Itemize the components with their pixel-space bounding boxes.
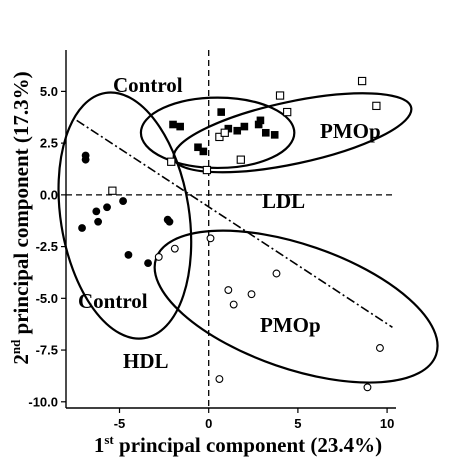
filled-square-point [256, 116, 265, 125]
annotation-pmop-hdl: PMOp [260, 313, 321, 337]
y-tick-label: -2.5 [36, 239, 58, 254]
axes [65, 50, 396, 409]
filled-circle-point [124, 250, 133, 259]
filled-square-point [240, 122, 249, 131]
filled-circle-point [165, 217, 174, 226]
open-circle-point [229, 300, 238, 309]
open-circle-point [272, 269, 281, 278]
open-square-point [236, 155, 245, 164]
filled-square-point [194, 143, 202, 152]
control-hdl-ellipse [57, 91, 193, 340]
control-ldl-ellipse [139, 96, 296, 170]
y-axis-title: 2nd principal component (17.3%) [8, 71, 33, 364]
cluster-ellipses [57, 91, 439, 384]
open-circle-point [247, 290, 256, 299]
filled-circle-point [103, 203, 111, 212]
y-tick-label: -7.5 [36, 343, 58, 358]
filled-circle-point [92, 207, 101, 216]
filled-square-point [169, 120, 177, 129]
filled-square-point [270, 131, 279, 139]
ticks: -5 0 5 10 5.0 2.5 0.0 -2.5 -5.0 -7.5 -10.0 [28, 84, 394, 431]
y-tick-label: 5.0 [40, 84, 58, 99]
filled-circle-point [119, 197, 127, 205]
filled-square-point [261, 128, 270, 137]
open-circle-point [215, 375, 224, 383]
filled-circle-point [81, 155, 90, 164]
open-circle-point [206, 234, 215, 243]
y-tick-label: 0.0 [40, 187, 58, 202]
annotation-hdl: HDL [123, 349, 169, 373]
annotation-control-ldl: Control [113, 73, 183, 97]
open-square-point [167, 157, 176, 166]
filled-circle-point [78, 224, 86, 232]
open-circle-point [375, 344, 384, 352]
open-circle-point [363, 383, 372, 392]
open-circle-point [170, 244, 179, 253]
y-tick-label: 2.5 [40, 136, 58, 151]
open-circle-point [224, 286, 233, 294]
x-tick-label: 10 [380, 416, 394, 431]
annotation-pmop-ldl: PMOp [320, 119, 381, 143]
open-square-point [202, 165, 212, 175]
x-tick-label: 0 [205, 416, 212, 431]
y-tick-label: -10.0 [28, 394, 58, 409]
annotation-ldl: LDL [262, 189, 305, 213]
data-points [78, 76, 384, 392]
annotation-control-hdl: Control [78, 289, 148, 313]
ldl-hdl-separator-line [76, 119, 393, 328]
filled-square-point [176, 122, 184, 131]
pmop-hdl-ellipse [153, 229, 439, 384]
open-square-point [283, 107, 292, 117]
x-tick-label: 5 [294, 416, 301, 431]
filled-square-point [254, 120, 263, 129]
filled-circle-point [94, 217, 103, 226]
open-square-point [108, 186, 117, 195]
open-square-point [220, 128, 229, 137]
open-square-point [372, 101, 381, 111]
filled-square-point [199, 147, 208, 156]
filled-square-point [217, 108, 225, 116]
open-square-point [275, 91, 285, 100]
guide-lines [66, 50, 396, 408]
x-tick-label: -5 [114, 416, 126, 431]
filled-circle-point [144, 259, 152, 268]
open-square-point [357, 76, 367, 86]
y-tick-label: -5.0 [36, 291, 58, 306]
open-circle-point [154, 252, 163, 261]
x-axis-title: 1st principal component (23.4%) [94, 432, 382, 457]
filled-square-point [233, 126, 242, 135]
